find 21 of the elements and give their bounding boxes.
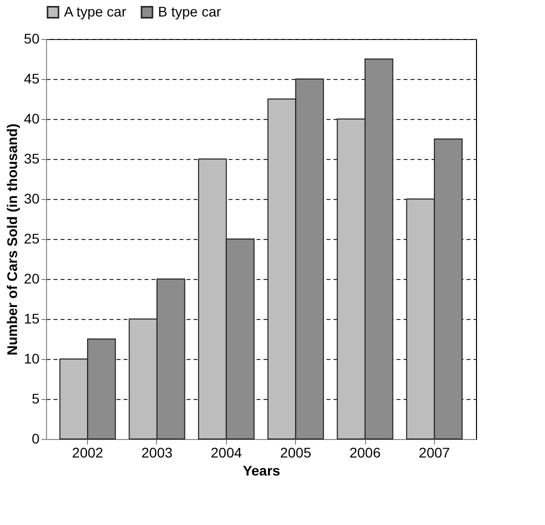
y-axis-title: Number of Cars Sold (in thousand) (4, 124, 20, 356)
x-tick-label: 2002 (72, 444, 104, 460)
legend-label: A type car (64, 3, 127, 20)
y-tick-label: 20 (24, 270, 40, 286)
legend-label: B type car (158, 3, 222, 20)
x-tick-label: 2004 (210, 444, 242, 460)
x-tick-label: 2007 (418, 444, 450, 460)
y-tick-label: 10 (24, 350, 40, 366)
x-axis-title: Years (242, 462, 280, 478)
y-tick-label: 45 (24, 70, 40, 86)
x-tick-label: 2003 (141, 444, 173, 460)
x-tick-label: 2006 (349, 444, 381, 460)
y-tick-label: 5 (32, 390, 40, 406)
y-tick-label: 40 (24, 110, 40, 126)
y-tick-label: 25 (24, 230, 40, 246)
y-tick-label: 15 (24, 310, 40, 326)
y-tick-label: 30 (24, 190, 40, 206)
y-tick-label: 0 (32, 430, 40, 446)
y-tick-label: 50 (24, 30, 40, 46)
y-tick-label: 35 (24, 150, 40, 166)
x-tick-label: 2005 (280, 444, 312, 460)
